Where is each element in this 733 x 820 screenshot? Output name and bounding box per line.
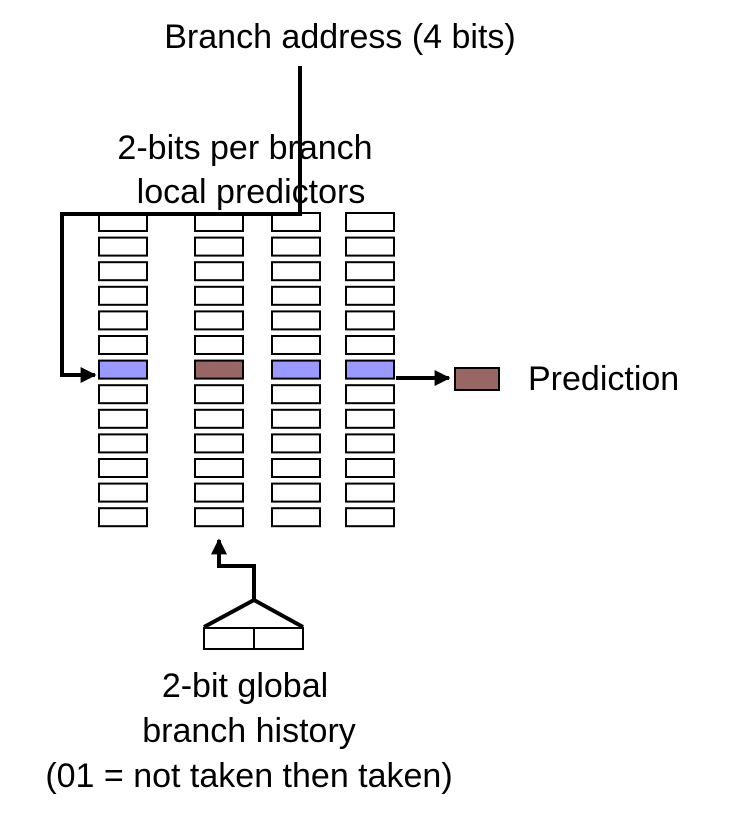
predictor-cell <box>271 236 321 257</box>
predictor-cell <box>194 384 244 405</box>
predictor-cell <box>345 408 395 429</box>
global-history-label-line3: (01 = not taken then taken) <box>45 757 452 795</box>
predictor-cell <box>271 433 321 454</box>
predictor-cell <box>345 335 395 355</box>
predictor-cell <box>98 335 148 355</box>
predictor-cell <box>345 384 395 405</box>
predictor-cell <box>98 384 148 405</box>
global-history-label-line2: branch history <box>142 712 356 750</box>
indexed-predictor-cell <box>98 359 148 380</box>
predictor-cell <box>271 507 321 528</box>
history-select-wire <box>211 538 256 600</box>
predictor-cell <box>345 212 395 232</box>
predictor-cell <box>194 507 244 528</box>
predictor-cell <box>271 408 321 429</box>
predictor-cell <box>345 236 395 257</box>
predictor-cell <box>194 408 244 429</box>
predictor-cell <box>271 335 321 355</box>
predictor-cell <box>194 261 244 282</box>
predictor-cell <box>345 261 395 282</box>
predictor-cell <box>98 236 148 257</box>
local-predictors-label-line2: local predictors <box>137 173 366 211</box>
selected-predictor-cell <box>194 359 244 380</box>
predictor-cell <box>98 408 148 429</box>
predictor-cell <box>194 433 244 454</box>
predictor-cell <box>345 458 395 478</box>
branch-address-label: Branch address (4 bits) <box>164 18 516 56</box>
indexed-predictor-cell <box>345 359 395 380</box>
predictor-cell <box>271 285 321 306</box>
predictor-cell <box>98 310 148 331</box>
history-register-triangle <box>203 597 304 629</box>
indexed-predictor-cell <box>271 359 321 380</box>
predictor-cell <box>271 458 321 478</box>
predictor-cell <box>194 458 244 478</box>
predictor-cell <box>194 285 244 306</box>
predictor-cell <box>194 236 244 257</box>
predictor-cell <box>98 261 148 282</box>
prediction-label: Prediction <box>528 360 679 398</box>
predictor-cell <box>194 310 244 331</box>
predictor-cell <box>345 433 395 454</box>
local-predictors-label-line1: 2-bits per branch <box>117 129 372 167</box>
predictor-table <box>98 212 395 528</box>
branch-address-wire <box>60 66 302 383</box>
global-history-label-line1: 2-bit global <box>162 667 328 705</box>
predictor-cell <box>271 310 321 331</box>
predictor-cell <box>194 482 244 503</box>
predictor-cell <box>194 335 244 355</box>
predictor-cell <box>271 384 321 405</box>
predictor-cell <box>98 482 148 503</box>
predictor-cell <box>345 310 395 331</box>
predictor-cell <box>271 261 321 282</box>
history-bit-1 <box>203 627 255 650</box>
predictor-cell <box>98 507 148 528</box>
predictor-cell <box>98 433 148 454</box>
predictor-cell <box>98 458 148 478</box>
predictor-cell <box>98 285 148 306</box>
predictor-cell <box>271 482 321 503</box>
predictor-cell <box>345 482 395 503</box>
history-bit-0 <box>253 627 304 650</box>
predictor-cell <box>345 507 395 528</box>
predictor-cell <box>345 285 395 306</box>
prediction-box <box>454 367 500 391</box>
global-history-register <box>203 597 304 650</box>
